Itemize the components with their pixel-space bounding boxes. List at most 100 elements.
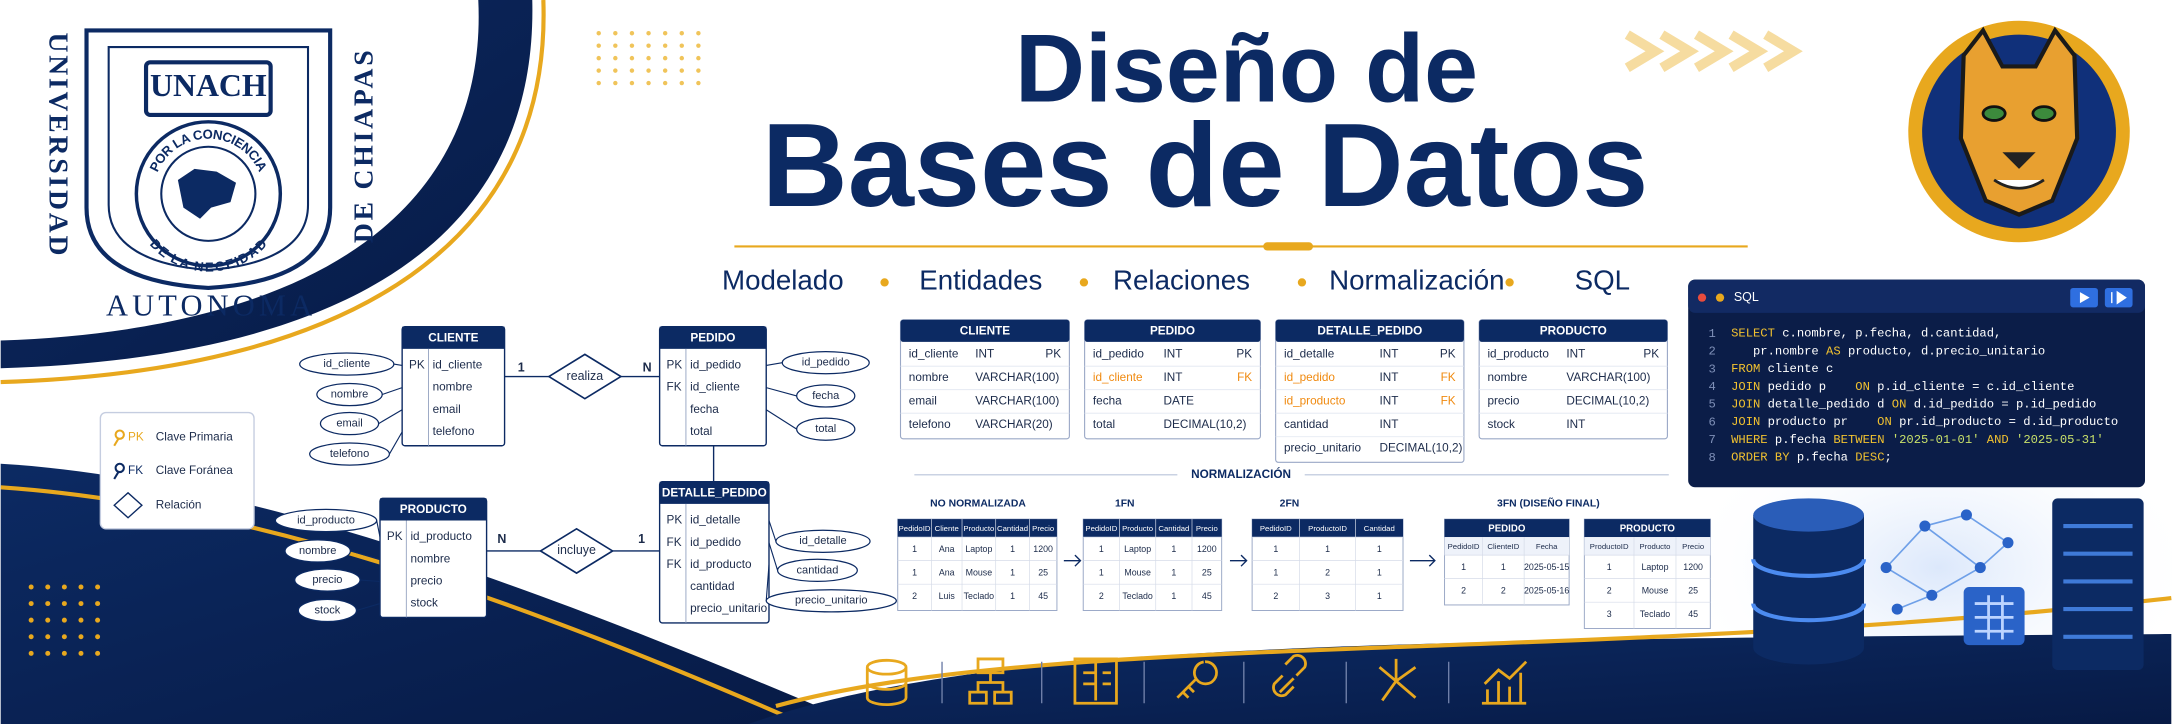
dot: [629, 31, 635, 36]
norm-cell: 1: [1377, 544, 1382, 554]
cardinality: N: [643, 361, 652, 375]
attribute-link: [768, 542, 779, 571]
norm-cell: 1: [1099, 544, 1104, 554]
norm-cell: 2: [1099, 591, 1104, 601]
legend-label: Clave Foránea: [156, 464, 234, 477]
norm-column: Precio: [1032, 524, 1054, 533]
cardinality: N: [497, 532, 506, 546]
entity-field: id_cliente: [690, 381, 740, 394]
sql-line: JOIN pedido p ON p.id_cliente = c.id_cli…: [1731, 380, 2074, 394]
schema-type: VARCHAR(100): [1566, 371, 1650, 384]
topic: Relaciones: [1113, 265, 1250, 296]
attribute-link: [766, 387, 797, 397]
topic-dot: [880, 278, 889, 287]
norm-cell: Laptop: [965, 544, 992, 554]
legend-box: [99, 411, 255, 530]
dot: [95, 601, 101, 607]
schema-column: email: [909, 395, 937, 408]
dot: [629, 80, 635, 86]
mascot-logo: [1908, 20, 2130, 243]
icon-network: [1378, 658, 1417, 702]
relation-name: realiza: [567, 369, 604, 383]
dot: [78, 584, 84, 590]
attribute-link: [765, 564, 770, 601]
dot: [629, 43, 635, 48]
schema-key: PK: [1643, 347, 1659, 360]
node: [1926, 589, 1938, 601]
entity-header: [402, 326, 505, 349]
dot: [95, 634, 101, 640]
dot: [696, 68, 701, 73]
attribute-link: [350, 550, 381, 560]
mascot-eye: [1981, 105, 2007, 122]
norm-cell: 1: [1461, 562, 1466, 572]
schema-type: INT: [1379, 395, 1398, 408]
legend-icon: [114, 429, 125, 440]
norm-cell: 2025-05-15: [1524, 562, 1569, 572]
dot: [28, 584, 34, 590]
norm-cell: 1: [912, 544, 917, 554]
mascot-eye: [2031, 105, 2057, 122]
dot: [679, 31, 684, 36]
icon-schema: [1073, 657, 1118, 705]
dot: [45, 634, 51, 640]
attribute-oval: [775, 529, 871, 553]
sql-line: pr.nombre AS producto, d.precio_unitario: [1731, 345, 2045, 359]
schema-column: cantidad: [1284, 418, 1328, 431]
entity-field: nombre: [433, 381, 473, 394]
norm-cell: 3: [1325, 591, 1330, 601]
attribute-label: precio_unitario: [795, 595, 868, 607]
attribute-link: [388, 431, 403, 455]
norm-column: Cantidad: [1158, 524, 1189, 533]
dot: [78, 617, 84, 623]
line-number: 3: [1709, 362, 1716, 376]
icon-separators: [941, 661, 1450, 704]
schema-key: FK: [1237, 371, 1252, 384]
norm-cell: 2: [912, 591, 917, 601]
entity-name: DETALLE_PEDIDO: [662, 487, 767, 500]
schema-column: precio: [1487, 395, 1519, 408]
norm-column: Precio: [1196, 524, 1218, 533]
dot: [662, 31, 668, 36]
norm-cell: 1: [1607, 562, 1612, 572]
schema-column: id_pedido: [1284, 371, 1335, 384]
schema-column: id_pedido: [1093, 347, 1144, 360]
norm-column: Cantidad: [997, 524, 1028, 533]
legend-diamond: [113, 491, 143, 519]
legend-icon: [114, 462, 125, 474]
attribute-oval: [309, 442, 391, 466]
dot: [28, 601, 34, 607]
attribute-label: nombre: [331, 388, 369, 400]
relation-diamond: [547, 353, 623, 400]
node: [1891, 603, 1903, 615]
entity-key: FK: [667, 558, 682, 571]
dot: [662, 43, 668, 48]
legend-icon: [113, 438, 120, 447]
gold-curve: [775, 595, 2172, 709]
dot: [629, 68, 635, 73]
dot: [613, 80, 618, 86]
line-number: 2: [1709, 345, 1716, 359]
title-line2: Bases de Datos: [762, 99, 1649, 232]
db-cylinder: [1753, 514, 1864, 665]
dot: [45, 601, 51, 607]
arc-left: UNIVERSIDAD: [44, 32, 75, 258]
dot: [679, 68, 684, 73]
schema-type: DECIMAL(10,2): [1164, 418, 1247, 431]
norm-column: Producto: [1122, 524, 1153, 533]
entity-key: PK: [409, 359, 425, 372]
norm-column: Cantidad: [1364, 524, 1395, 533]
norm-table-name-bg: [1584, 519, 1711, 538]
line-number: 4: [1709, 380, 1716, 394]
entity-field: precio: [410, 575, 442, 588]
dot: [662, 68, 668, 73]
topic: Modelado: [722, 265, 844, 296]
schema-type: VARCHAR(100): [975, 371, 1059, 384]
attribute-label: id_producto: [297, 514, 355, 526]
icon-database: [865, 658, 908, 706]
norm-cell: 1: [1171, 544, 1176, 554]
schema-key: FK: [1441, 395, 1456, 408]
icon-flow: [968, 657, 1013, 705]
dot: [646, 68, 651, 73]
